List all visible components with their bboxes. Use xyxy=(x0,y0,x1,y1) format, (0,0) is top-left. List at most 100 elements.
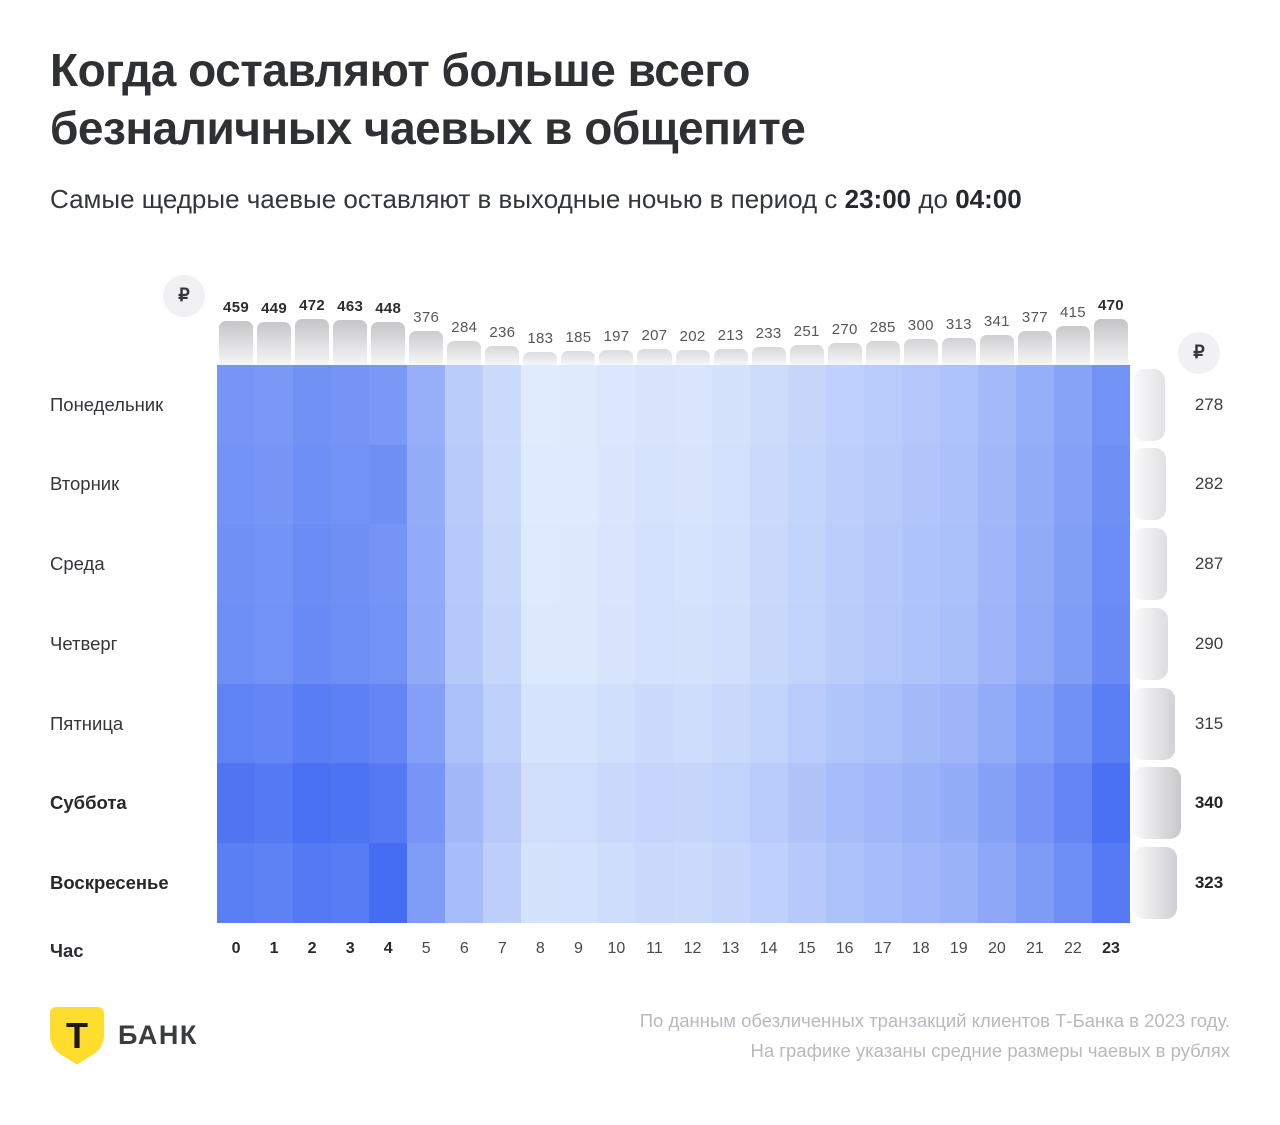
hour-label: 21 xyxy=(1025,939,1044,957)
heatmap-cell xyxy=(977,683,1016,764)
top-axis-column: 449 xyxy=(255,300,293,365)
heatmap-cell xyxy=(445,444,484,525)
heatmap-cell xyxy=(825,604,864,684)
top-axis-column: 213 xyxy=(712,327,750,365)
top-axis-column: 415 xyxy=(1054,304,1092,365)
heatmap-cell xyxy=(1015,843,1054,923)
heatmap-cell xyxy=(749,683,788,764)
heatmap-cell xyxy=(635,683,674,764)
heatmap-cell xyxy=(673,444,712,525)
heatmap-cell xyxy=(293,763,332,844)
hour-label: 9 xyxy=(573,939,583,957)
heatmap-cell xyxy=(559,683,598,764)
heatmap-cell xyxy=(369,604,408,684)
heatmap-cell xyxy=(939,604,978,684)
column-average-value: 341 xyxy=(983,312,1010,330)
hour-label: 5 xyxy=(421,939,431,957)
heatmap-cell xyxy=(445,364,484,445)
top-axis-column: 236 xyxy=(483,324,521,365)
row-average-value: 315 xyxy=(1194,713,1224,733)
row-bar-slot xyxy=(1133,445,1188,525)
title-line-2: безналичных чаевых в общепите xyxy=(50,101,806,154)
column-average-bar xyxy=(485,345,520,365)
row-average-bar xyxy=(1133,687,1175,760)
ruble-currency-icon: ₽ xyxy=(163,274,205,317)
heatmap-cell xyxy=(445,604,484,684)
heatmap-cell xyxy=(597,683,636,764)
heatmap-cell xyxy=(635,444,674,525)
heatmap-cell xyxy=(407,683,446,764)
heatmap-cell xyxy=(1015,524,1054,605)
heatmap-cell xyxy=(293,364,332,445)
heatmap-cell xyxy=(977,763,1016,844)
column-average-value: 284 xyxy=(451,318,478,336)
heatmap-cell xyxy=(559,524,598,605)
heatmap-cell xyxy=(217,843,256,923)
tbank-shield-icon: Т xyxy=(50,1006,104,1065)
note-line-1: По данным обезличенных транзакций клиент… xyxy=(639,1009,1230,1031)
column-average-bar xyxy=(219,320,254,365)
row-average-value: 340 xyxy=(1194,793,1224,813)
ruble-currency-icon: ₽ xyxy=(1178,331,1220,374)
day-label: Понедельник xyxy=(50,393,164,415)
heatmap-cell xyxy=(939,524,978,605)
column-average-value: 251 xyxy=(793,322,820,340)
row-average-bar xyxy=(1133,767,1181,840)
heatmap-cell xyxy=(217,604,256,684)
row-average-bar xyxy=(1133,368,1165,441)
column-average-value: 197 xyxy=(603,327,630,345)
data-source-note: По данным обезличенных транзакций клиент… xyxy=(640,1006,1230,1066)
heatmap-cell xyxy=(293,524,332,605)
day-label: Воскресенье xyxy=(50,871,169,893)
row-average-value: 287 xyxy=(1194,554,1224,574)
heatmap-cell xyxy=(597,604,636,684)
hour-label: 22 xyxy=(1064,939,1082,957)
heatmap-cell xyxy=(977,364,1016,445)
footer: Т БАНК По данным обезличенных транзакций… xyxy=(50,1006,1230,1066)
heatmap-cell xyxy=(825,524,864,605)
row-average-bar xyxy=(1133,607,1168,680)
heatmap-cell xyxy=(749,843,788,923)
subtitle-time-to: 04:00 xyxy=(955,183,1022,214)
column-average-bar xyxy=(295,318,330,365)
hour-label: 2 xyxy=(307,939,317,957)
heatmap-cell xyxy=(255,683,294,764)
heatmap-cell xyxy=(521,444,560,525)
row-bar-slot xyxy=(1133,604,1188,684)
heatmap-cell xyxy=(255,444,294,525)
hour-label: 8 xyxy=(535,939,545,957)
heatmap-cell xyxy=(901,683,940,764)
column-average-bar xyxy=(713,348,748,365)
heatmap-cell xyxy=(673,763,712,844)
heatmap-cell xyxy=(369,683,408,764)
column-average-bar xyxy=(257,321,292,365)
heatmap-cell xyxy=(597,444,636,525)
heatmap-cell xyxy=(749,763,788,844)
heatmap-cell xyxy=(483,683,522,764)
heatmap-cell xyxy=(635,524,674,605)
heatmap-cell xyxy=(331,843,370,923)
heatmap-cell xyxy=(825,683,864,764)
heatmap-cell xyxy=(407,444,446,525)
heatmap-cell xyxy=(217,444,256,525)
heatmap-cell xyxy=(787,843,826,923)
top-axis-column: 207 xyxy=(635,327,673,365)
column-average-bar xyxy=(523,351,558,365)
hour-label: 18 xyxy=(911,939,930,957)
heatmap-cell xyxy=(483,444,522,525)
column-average-bar xyxy=(599,349,634,365)
hour-label: 16 xyxy=(835,939,854,957)
day-label: Суббота xyxy=(50,792,127,814)
heatmap-cell xyxy=(787,444,826,525)
heatmap-cell xyxy=(521,763,560,844)
row-bar-slot xyxy=(1133,365,1188,445)
heatmap-cell xyxy=(293,604,332,684)
heatmap-cell xyxy=(217,524,256,605)
row-average-bars xyxy=(1130,365,1188,923)
column-average-bar xyxy=(751,346,786,365)
heatmap-grid xyxy=(217,364,1130,923)
column-average-value: 270 xyxy=(831,320,858,338)
page-subtitle: Самые щедрые чаевые оставляют в выходные… xyxy=(50,184,1230,215)
heatmap-cell xyxy=(787,683,826,764)
heatmap-cell xyxy=(369,524,408,605)
